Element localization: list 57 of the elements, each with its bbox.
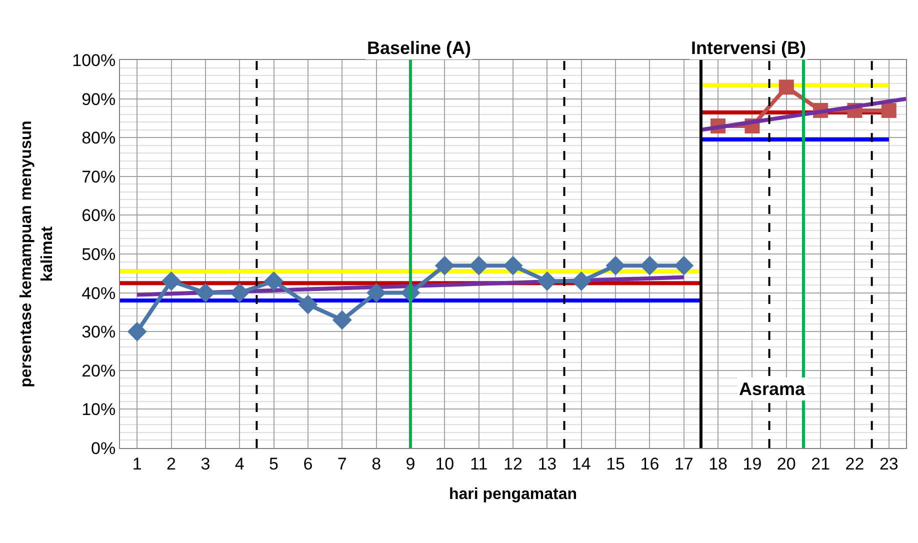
point <box>778 80 794 95</box>
x-tick-label: 15 <box>606 454 625 474</box>
point <box>196 283 216 303</box>
x-tick-label: 3 <box>200 454 210 474</box>
x-tick-label: 6 <box>303 454 313 474</box>
point <box>640 256 660 276</box>
x-tick-label: 10 <box>435 454 454 474</box>
point <box>434 256 454 276</box>
x-tick-label: 11 <box>470 454 488 474</box>
x-tick-label: 20 <box>776 454 796 474</box>
x-axis-title: hari pengamatan <box>448 486 578 504</box>
point <box>162 271 182 291</box>
x-tick-label: 14 <box>572 454 591 474</box>
point <box>503 256 523 276</box>
x-tick-label: 8 <box>372 454 382 474</box>
y-tick-label: 70% <box>82 167 116 186</box>
y-tick-label: 20% <box>82 361 116 380</box>
y-tick-label: 80% <box>82 128 116 148</box>
y-tick-label: 90% <box>82 90 116 109</box>
x-tick-label: 21 <box>811 454 830 474</box>
x-tick-label: 19 <box>742 454 762 474</box>
y-tick-label: 100% <box>72 50 116 70</box>
x-tick-label: 4 <box>234 454 244 474</box>
point <box>572 271 592 291</box>
point <box>366 283 386 303</box>
x-tick-label: 22 <box>845 454 864 474</box>
y-axis-title: persentase kemampuan menyusun kalimat <box>18 120 56 388</box>
x-tick-label: 18 <box>708 454 728 474</box>
x-tick-label: 5 <box>269 454 279 474</box>
x-tick-label: 7 <box>337 454 347 474</box>
text: Intervensi (B) <box>691 38 806 58</box>
x-tick-label: 9 <box>406 454 416 474</box>
point <box>881 102 896 118</box>
x-tick-label: 23 <box>879 454 898 474</box>
point <box>127 322 147 342</box>
point <box>298 294 318 314</box>
point <box>264 271 284 291</box>
point <box>537 271 557 291</box>
point <box>469 256 489 276</box>
y-tick-label: 10% <box>82 400 116 420</box>
point <box>230 283 250 303</box>
x-tick-label: 12 <box>504 454 522 474</box>
point <box>674 256 694 276</box>
y-tick-label: 50% <box>82 244 116 264</box>
y-tick-label: 30% <box>82 322 116 342</box>
x-tick-label: 17 <box>674 454 694 474</box>
y-tick-label: 40% <box>82 284 116 303</box>
x-tick-label: 13 <box>538 454 557 474</box>
text: Baseline (A) <box>367 38 472 58</box>
x-tick-label: 2 <box>166 454 176 474</box>
y-tick-label: 0% <box>91 438 116 458</box>
x-tick-label: 1 <box>132 454 142 474</box>
point <box>606 256 626 276</box>
annotation: Asrama <box>739 379 806 399</box>
y-tick-label: 60% <box>82 206 116 226</box>
point <box>332 310 352 330</box>
x-tick-label: 16 <box>640 454 660 474</box>
